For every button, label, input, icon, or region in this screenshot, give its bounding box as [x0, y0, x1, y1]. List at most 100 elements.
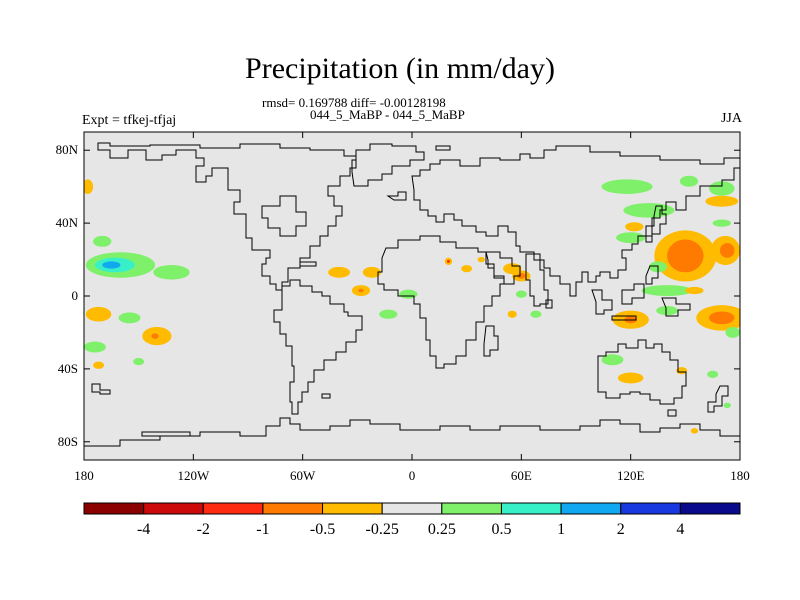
colorbar-label: -0.5: [310, 521, 335, 538]
anomaly-patch: [84, 341, 106, 353]
anomaly-patch: [601, 179, 653, 194]
coastline-borneo: [621, 283, 645, 305]
coastline-india: [525, 253, 549, 307]
coastline-philippines: [645, 265, 659, 285]
anomaly-patch: [617, 372, 644, 384]
anomaly-patch: [362, 266, 382, 278]
colorbar-label: 4: [676, 521, 684, 538]
anomaly-patch: [515, 290, 527, 298]
anomaly-patch: [712, 219, 731, 227]
anomaly-patch: [679, 175, 699, 187]
coastline-sumatra: [591, 289, 613, 315]
lat-tick-label: 80S: [58, 434, 78, 449]
coastline-greenland: [351, 143, 425, 187]
anomaly-patch: [517, 273, 526, 279]
anomaly-patch: [709, 311, 735, 325]
anomaly-patch: [477, 256, 485, 263]
anomaly-patch: [725, 326, 740, 338]
anomaly-patch: [93, 235, 112, 247]
lat-tick-label: 40S: [58, 361, 78, 376]
anomaly-patch: [461, 265, 473, 273]
anomaly-patch: [358, 288, 364, 293]
lat-tick-label: 80N: [56, 142, 79, 157]
coastline-eurasia: [411, 145, 740, 297]
anomaly-patch: [379, 309, 398, 319]
map-title: Precipitation (in mm/day): [245, 52, 555, 85]
anomaly-patch: [623, 203, 675, 218]
colorbar-swatch: [381, 502, 443, 515]
coastline-australia: [597, 339, 687, 405]
lon-tick-label: 180: [74, 468, 94, 483]
coastline-cuba: [299, 261, 317, 267]
anomaly-patch: [151, 333, 159, 339]
anomaly-patch: [667, 239, 704, 273]
coastline-java: [611, 315, 637, 321]
anomaly-patch: [641, 285, 693, 296]
coastline-new-guinea: [661, 297, 691, 317]
colorbar-swatch: [679, 502, 741, 515]
colorbar-swatch: [500, 502, 562, 515]
colorbar-label: -0.25: [366, 521, 399, 538]
lon-tick-label: 60W: [290, 468, 316, 483]
coastline-south-america: [273, 279, 363, 415]
coastline-sri-lanka: [545, 299, 553, 309]
season-label: JJA: [720, 111, 742, 126]
coastline-ross-shelf: [141, 431, 191, 437]
lon-tick-label: 120E: [617, 468, 645, 483]
colorbar-swatch: [83, 502, 145, 515]
colorbar-label: 1: [557, 521, 565, 538]
anomaly-patch: [719, 243, 735, 258]
statistics-line: rmsd= 0.169788 diff= -0.00128198: [262, 95, 446, 110]
anomaly-patch: [530, 310, 542, 318]
colorbar-label: -1: [256, 521, 269, 538]
coastlines: [84, 142, 740, 447]
anomaly-patch: [685, 286, 704, 295]
anomaly-patch: [690, 428, 699, 434]
anomaly-patch: [601, 354, 624, 366]
coastline-arabia: [485, 251, 521, 285]
colorbar-label: 0.25: [428, 521, 456, 538]
anomaly-patch: [133, 357, 145, 366]
coastline-svalbard: [435, 145, 451, 151]
lon-tick-label: 120W: [177, 468, 210, 483]
coastline-iceland: [386, 191, 407, 201]
coastline-falklands: [321, 393, 331, 399]
coastline-africa: [377, 235, 505, 369]
anomaly-patch: [507, 310, 517, 318]
anomaly-patch: [85, 306, 112, 322]
anomaly-patch: [118, 312, 141, 324]
coastline-japan: [645, 205, 667, 243]
coastline-alaska-islands: [91, 383, 111, 395]
map-axes: 180 120W 60W 0 60E 120E 180 80N 40N 0 40S 80S: [56, 132, 750, 483]
colorbar-swatch: [262, 502, 324, 515]
colorbar-swatch: [202, 502, 264, 515]
anomaly-patch: [616, 232, 646, 244]
anomaly-patch: [399, 289, 418, 299]
colorbar-swatch: [322, 502, 383, 515]
anomaly-patch: [93, 361, 105, 369]
anomaly-patch: [656, 306, 679, 316]
colorbar-swatch: [143, 502, 204, 515]
case-comparison-label: 044_5_MaBP - 044_5_MaBP: [310, 107, 465, 122]
anomaly-patch: [707, 370, 719, 378]
anomaly-fields: [84, 175, 740, 434]
anomaly-patch: [102, 261, 121, 269]
colorbar-label: 2: [617, 521, 625, 538]
colorbar-swatch: [441, 502, 502, 515]
coastline-antarctica: [84, 417, 740, 447]
anomaly-patch: [723, 402, 731, 409]
anomaly-patch: [84, 179, 94, 194]
anomaly-patch: [446, 259, 450, 263]
lon-tick-label: 0: [409, 468, 416, 483]
lon-tick-label: 60E: [511, 468, 532, 483]
lat-tick-label: 40N: [56, 215, 79, 230]
anomaly-patch: [676, 367, 688, 375]
colorbar-label: -4: [137, 521, 150, 538]
coastline-tasmania: [667, 409, 677, 417]
anomaly-patch: [153, 265, 190, 280]
colorbar-label: 0.5: [491, 521, 511, 538]
colorbar-swatch: [620, 502, 681, 515]
anomaly-patch: [625, 222, 644, 232]
anomaly-patch: [328, 266, 351, 278]
